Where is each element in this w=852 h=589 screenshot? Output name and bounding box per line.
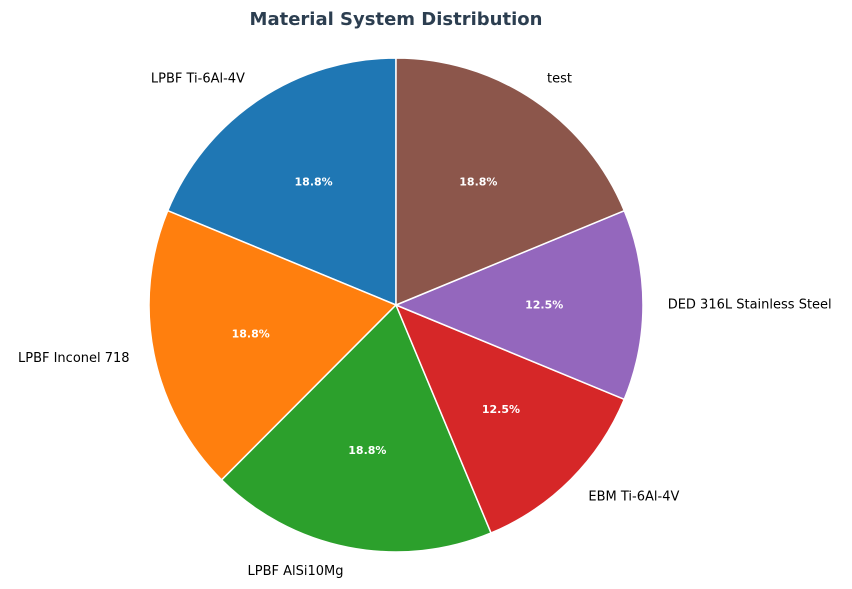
slice-label-lpbf-alsi10mg: LPBF AlSi10Mg — [248, 564, 344, 579]
percent-label-lpbf-ti-6al-4v: 18.8% — [295, 175, 333, 188]
pie-slice-ded-316l-stainless-steel — [395, 209, 644, 401]
pie-slice-lpbf-ti-6al-4v — [166, 57, 397, 306]
pie-slices — [148, 57, 644, 553]
percent-label-ded-316l-stainless-steel: 12.5% — [525, 299, 563, 312]
slice-label-ded-316l-stainless-steel: DED 316L Stainless Steel — [668, 298, 832, 313]
percent-label-test: 18.8% — [459, 175, 497, 188]
pie-slice-lpbf-alsi10mg — [220, 304, 492, 553]
percent-label-ebm-ti-6al-4v: 12.5% — [482, 403, 520, 416]
chart-title: Material System Distribution — [250, 9, 543, 30]
pie-slice-test — [395, 57, 626, 306]
slice-label-lpbf-ti-6al-4v: LPBF Ti-6Al-4V — [151, 72, 245, 87]
pie-slice-ebm-ti-6al-4v — [395, 304, 626, 534]
slice-label-ebm-ti-6al-4v: EBM Ti-6Al-4V — [588, 489, 679, 504]
percent-label-lpbf-alsi10mg: 18.8% — [348, 444, 386, 457]
pie-labels: 18.8% LPBF Ti-6Al-4V 18.8% LPBF Inconel 718… — [18, 72, 832, 579]
slice-label-test: test — [547, 72, 572, 87]
percent-label-lpbf-inconel-718: 18.8% — [232, 328, 270, 341]
pie-slice-lpbf-inconel-718 — [148, 209, 397, 481]
slice-label-lpbf-inconel-718: LPBF Inconel 718 — [18, 351, 130, 366]
